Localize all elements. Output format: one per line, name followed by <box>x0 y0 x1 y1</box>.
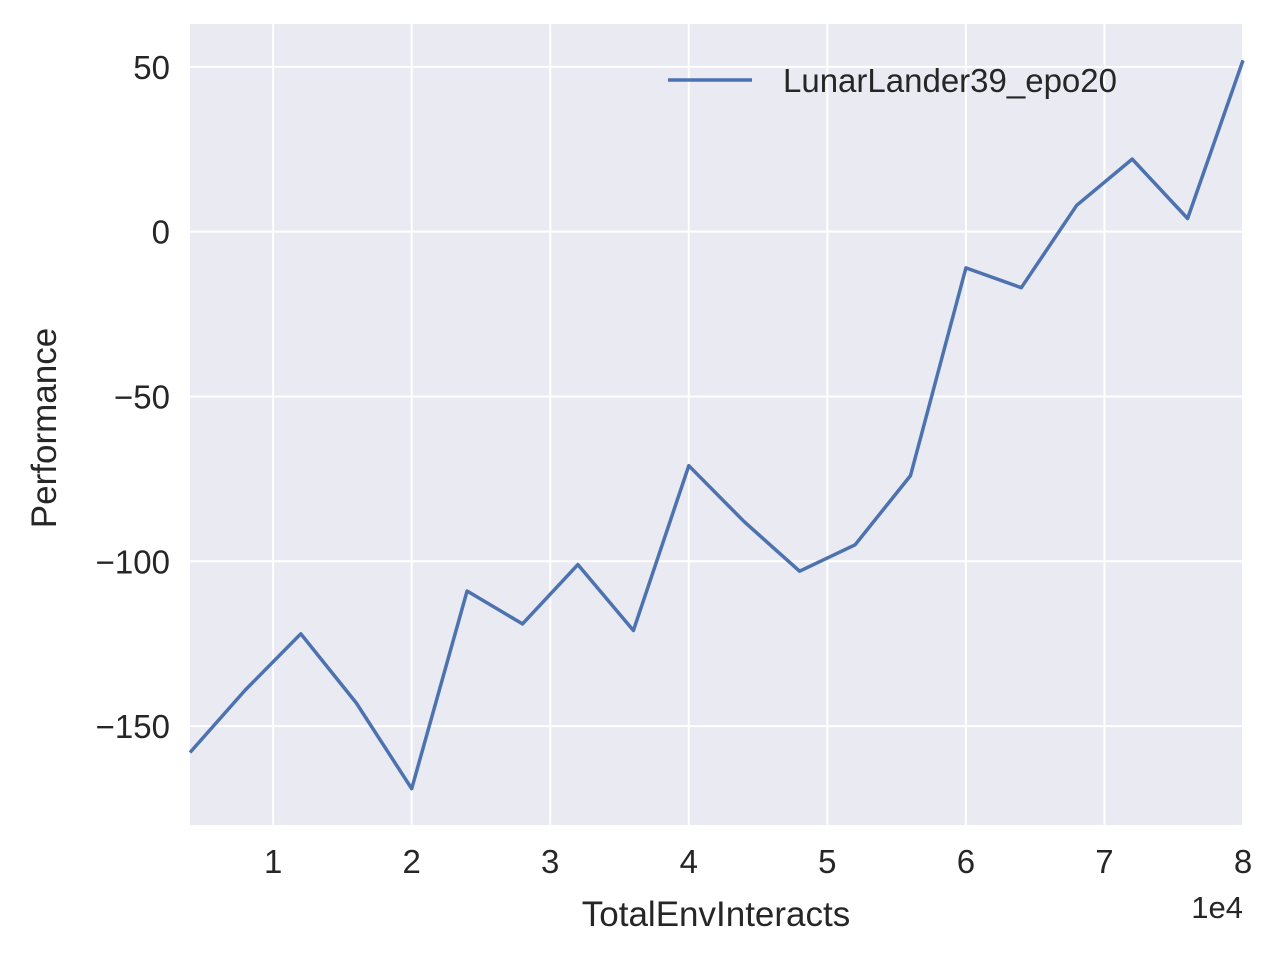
x-tick-label: 2 <box>403 843 421 880</box>
x-axis-label: TotalEnvInteracts <box>582 895 850 934</box>
x-tick-label: 4 <box>680 843 698 880</box>
x-tick-label: 3 <box>541 843 559 880</box>
grid-lines <box>190 24 1244 825</box>
x-offset-label: 1e4 <box>1191 890 1243 925</box>
y-tick-label: −150 <box>96 708 170 745</box>
series-line <box>188 59 1245 791</box>
x-tick-label: 7 <box>1095 843 1113 880</box>
y-tick-label: 0 <box>152 214 170 251</box>
y-tick-labels: 50 0 −50 −100 −150 <box>96 49 170 745</box>
x-tick-label: 6 <box>957 843 975 880</box>
y-tick-label: 50 <box>133 49 170 86</box>
y-axis-label: Performance <box>25 328 64 528</box>
x-tick-labels: 1 2 3 4 5 6 7 8 <box>264 843 1252 880</box>
legend-label: LunarLander39_epo20 <box>783 62 1117 99</box>
y-tick-label: −100 <box>96 543 170 580</box>
x-tick-label: 5 <box>818 843 836 880</box>
y-tick-label: −50 <box>114 378 170 415</box>
plot-background <box>190 24 1243 825</box>
series-lines <box>188 59 1245 791</box>
x-tick-label: 8 <box>1234 843 1252 880</box>
legend: LunarLander39_epo20 <box>668 62 1117 99</box>
x-tick-label: 1 <box>264 843 282 880</box>
